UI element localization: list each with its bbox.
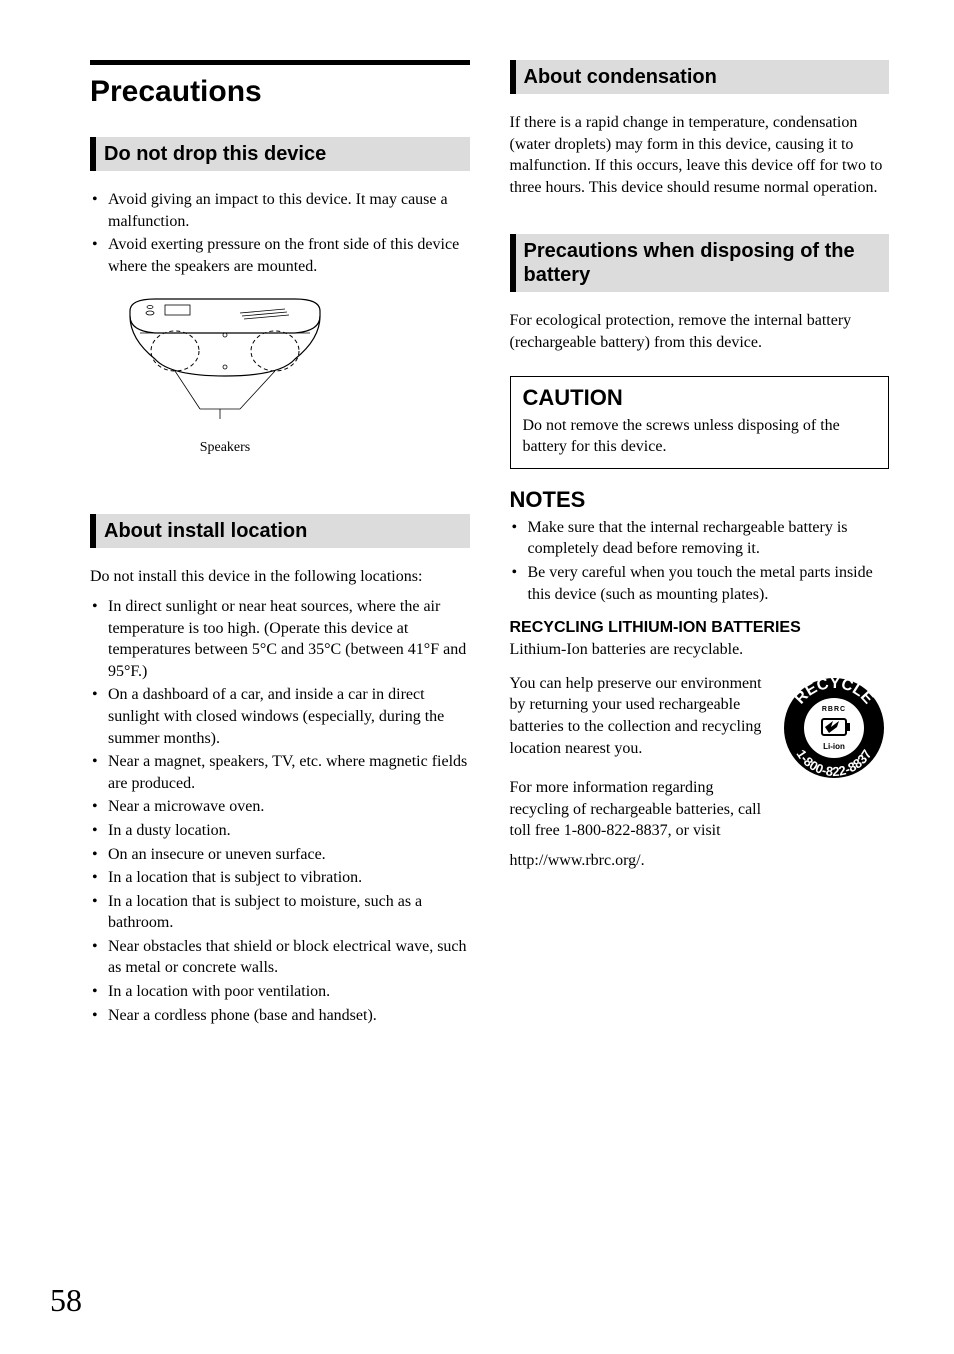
heading-battery: Precautions when disposing of the batter… [510, 234, 890, 292]
speaker-caption: Speakers [110, 440, 340, 456]
main-title: Precautions [90, 75, 470, 109]
page-number: 58 [50, 1282, 82, 1319]
list-item: In a dusty location. [90, 820, 470, 842]
two-column-layout: Precautions Do not drop this device Avoi… [90, 60, 889, 1040]
caution-box: CAUTION Do not remove the screws unless … [510, 376, 890, 469]
recycling-para2: For more information regarding recycling… [510, 777, 768, 842]
liion-text: Li-ion [823, 742, 845, 751]
rbrc-text: RBRC [822, 706, 846, 713]
list-item: Near obstacles that shield or block elec… [90, 936, 470, 979]
list-item: In direct sunlight or near heat sources,… [90, 596, 470, 682]
install-list: In direct sunlight or near heat sources,… [90, 596, 470, 1026]
speaker-diagram [110, 291, 340, 431]
recycle-block: You can help preserve our environment by… [510, 673, 890, 880]
list-item: In a location that is subject to moistur… [90, 891, 470, 934]
recycling-title: RECYCLING LITHIUM-ION BATTERIES [510, 619, 890, 637]
recycling-para1: You can help preserve our environment by… [510, 673, 768, 759]
list-item: Be very careful when you touch the metal… [510, 562, 890, 605]
caution-title: CAUTION [523, 385, 877, 411]
section-rule [90, 60, 470, 65]
heading-condensation: About condensation [510, 60, 890, 94]
battery-para: For ecological protection, remove the in… [510, 310, 890, 353]
list-item: In a location that is subject to vibrati… [90, 867, 470, 889]
list-item: Avoid giving an impact to this device. I… [90, 189, 470, 232]
speaker-figure: Speakers [110, 291, 470, 456]
notes-list: Make sure that the internal rechargeable… [510, 517, 890, 605]
list-item: On a dashboard of a car, and inside a ca… [90, 684, 470, 749]
caution-body: Do not remove the screws unless disposin… [523, 415, 877, 458]
heading-install: About install location [90, 514, 470, 548]
list-item: On an insecure or uneven surface. [90, 844, 470, 866]
notes-title: NOTES [510, 487, 890, 513]
list-item: In a location with poor ventilation. [90, 981, 470, 1003]
recycling-line1: Lithium-Ion batteries are recyclable. [510, 639, 890, 661]
list-item: Near a cordless phone (base and handset)… [90, 1005, 470, 1027]
left-column: Precautions Do not drop this device Avoi… [90, 60, 470, 1040]
list-item: Near a magnet, speakers, TV, etc. where … [90, 751, 470, 794]
condensation-para: If there is a rapid change in temperatur… [510, 112, 890, 198]
donotdrop-list: Avoid giving an impact to this device. I… [90, 189, 470, 277]
recycling-url: http://www.rbrc.org/. [510, 850, 768, 872]
list-item: Avoid exerting pressure on the front sid… [90, 234, 470, 277]
right-column: About condensation If there is a rapid c… [510, 60, 890, 1040]
list-item: Make sure that the internal rechargeable… [510, 517, 890, 560]
install-intro: Do not install this device in the follow… [90, 566, 470, 588]
heading-donotdrop: Do not drop this device [90, 137, 470, 171]
recycle-logo-icon: RECYCLE 1-800-822-8837 RBRC Li-ion [779, 673, 889, 783]
list-item: Near a microwave oven. [90, 796, 470, 818]
